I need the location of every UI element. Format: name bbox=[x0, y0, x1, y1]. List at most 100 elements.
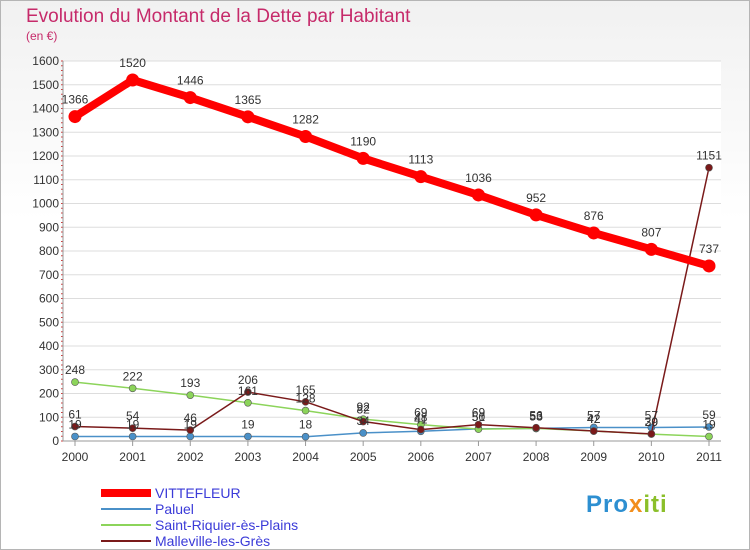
data-label: 1520 bbox=[119, 56, 146, 70]
x-tick-label: 2009 bbox=[580, 450, 607, 464]
data-label: 1446 bbox=[177, 74, 204, 88]
y-tick-label: 1400 bbox=[32, 102, 59, 116]
data-point bbox=[644, 242, 658, 256]
x-tick-label: 2004 bbox=[292, 450, 319, 464]
series-line bbox=[74, 426, 710, 438]
series-line bbox=[74, 166, 710, 435]
data-label: 30 bbox=[645, 415, 659, 429]
data-point bbox=[68, 110, 82, 124]
data-label: 1365 bbox=[235, 93, 262, 107]
data-point bbox=[356, 151, 370, 165]
data-point bbox=[589, 427, 598, 435]
data-label: 18 bbox=[299, 418, 313, 432]
chart-subtitle: (en €) bbox=[26, 29, 58, 43]
legend-swatch bbox=[101, 508, 151, 510]
legend-item: Paluel bbox=[101, 501, 361, 517]
legend-swatch bbox=[101, 540, 151, 542]
data-point bbox=[71, 422, 79, 431]
x-tick-label: 2001 bbox=[119, 450, 146, 464]
data-point bbox=[417, 425, 425, 434]
chart-title: Evolution du Montant de la Dette par Hab… bbox=[26, 6, 411, 27]
x-tick-label: 2011 bbox=[696, 450, 722, 464]
data-label: 19 bbox=[702, 417, 716, 431]
data-label: 46 bbox=[184, 411, 198, 425]
y-tick-label: 300 bbox=[39, 363, 59, 377]
legend-item: Saint-Riquier-ès-Plains bbox=[101, 517, 361, 533]
data-label: 48 bbox=[414, 411, 428, 425]
data-label: 1190 bbox=[350, 134, 376, 148]
y-tick-label: 600 bbox=[39, 292, 59, 306]
data-label: 1366 bbox=[62, 93, 89, 107]
data-label: 222 bbox=[123, 369, 143, 383]
y-tick-label: 1300 bbox=[32, 125, 59, 139]
data-point bbox=[702, 259, 716, 273]
legend-item: Malleville-les-Grès bbox=[101, 533, 361, 549]
data-point bbox=[301, 398, 310, 406]
data-point bbox=[299, 130, 313, 144]
proxiti-logo: Proxiti bbox=[586, 491, 668, 518]
data-label: 165 bbox=[296, 383, 316, 397]
y-tick-label: 900 bbox=[39, 220, 59, 234]
data-label: 248 bbox=[65, 363, 85, 377]
x-tick-label: 2002 bbox=[177, 450, 204, 464]
data-label: 19 bbox=[241, 417, 255, 431]
y-tick-label: 100 bbox=[39, 410, 59, 424]
data-label: 161 bbox=[238, 384, 258, 398]
data-point bbox=[301, 432, 310, 441]
data-point bbox=[647, 430, 656, 438]
data-label: 737 bbox=[699, 242, 719, 256]
y-tick-label: 1000 bbox=[32, 197, 59, 211]
data-label: 42 bbox=[587, 412, 601, 426]
data-label: 57 bbox=[587, 408, 601, 422]
y-tick-label: 1500 bbox=[32, 78, 59, 92]
legend-label: Paluel bbox=[155, 501, 194, 517]
data-point bbox=[705, 163, 713, 172]
data-label: 876 bbox=[584, 209, 604, 223]
data-point bbox=[471, 188, 485, 202]
data-point bbox=[587, 226, 601, 240]
data-point bbox=[128, 424, 137, 432]
legend-swatch bbox=[101, 524, 151, 526]
data-label: 19 bbox=[184, 417, 198, 431]
data-label: 1151 bbox=[696, 149, 722, 163]
data-label: 61 bbox=[68, 408, 82, 422]
data-label: 1282 bbox=[292, 113, 319, 127]
y-tick-label: 800 bbox=[39, 244, 59, 258]
data-point bbox=[241, 110, 255, 124]
data-point bbox=[244, 388, 252, 396]
data-point bbox=[705, 423, 713, 431]
data-point bbox=[474, 420, 483, 429]
data-point bbox=[186, 432, 195, 441]
legend: VITTEFLEUR Paluel Saint-Riquier-ès-Plains M… bbox=[101, 485, 361, 549]
x-tick-label: 2003 bbox=[235, 450, 262, 464]
data-label: 128 bbox=[296, 392, 316, 406]
data-label: 53 bbox=[529, 409, 543, 423]
data-point bbox=[359, 429, 367, 437]
y-tick-label: 1200 bbox=[32, 149, 59, 163]
legend-label: VITTEFLEUR bbox=[155, 485, 241, 501]
data-label: 1113 bbox=[408, 153, 433, 167]
data-point bbox=[71, 432, 79, 441]
data-label: 952 bbox=[526, 191, 546, 205]
data-label: 53 bbox=[529, 409, 543, 423]
y-tick-label: 200 bbox=[39, 387, 59, 401]
y-tick-label: 500 bbox=[39, 315, 59, 329]
data-point bbox=[128, 432, 137, 441]
data-label: 19 bbox=[68, 417, 82, 431]
data-label: 82 bbox=[357, 403, 371, 417]
data-label: 34 bbox=[357, 414, 371, 428]
data-point bbox=[71, 378, 79, 386]
data-label: 50 bbox=[472, 410, 486, 424]
data-point bbox=[244, 398, 252, 407]
y-tick-label: 700 bbox=[39, 268, 59, 282]
data-label: 54 bbox=[126, 409, 140, 423]
y-tick-label: 0 bbox=[52, 434, 59, 448]
axes: 0 100 200 300 400 500 600 700 800 900 1000 1100 1200… bbox=[32, 54, 722, 464]
data-label: 92 bbox=[357, 400, 371, 414]
data-label: 206 bbox=[238, 373, 258, 387]
x-tick-label: 2006 bbox=[407, 450, 434, 464]
data-point bbox=[414, 170, 428, 184]
data-label: 29 bbox=[645, 415, 659, 429]
